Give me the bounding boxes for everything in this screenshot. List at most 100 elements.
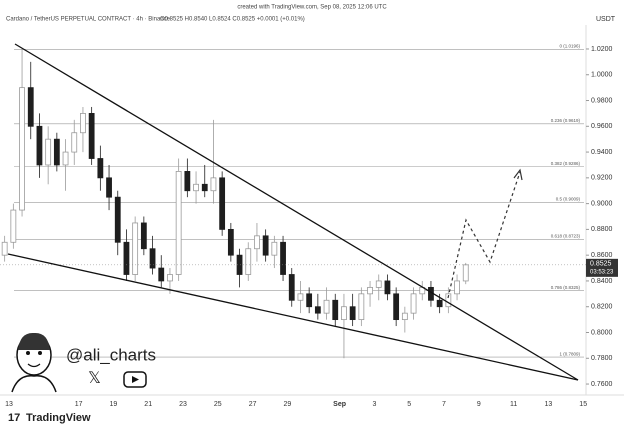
candle-body: [71, 132, 78, 153]
candle-body: [62, 151, 69, 166]
x-tick-label: 5: [407, 401, 411, 408]
candle-body: [149, 248, 156, 269]
x-tick-label: 15: [579, 401, 587, 408]
x-tick-label: 9: [477, 401, 481, 408]
candle-body: [19, 87, 25, 211]
author: @ali_charts: [66, 345, 156, 364]
trendline-upper: [14, 43, 579, 381]
y-tick-label: 0.9600: [591, 123, 613, 130]
x-tick-label: 13: [5, 401, 13, 408]
last-price-label: 0.8525: [590, 261, 612, 268]
candle-body: [219, 177, 226, 230]
ohlc-legend: O0.8525 H0.8540 L0.8524 C0.8525 +0.0001 …: [160, 17, 305, 23]
candle-body: [297, 293, 304, 301]
x-tick-label: 23: [179, 401, 187, 408]
candle-body: [193, 183, 199, 192]
candle-body: [462, 264, 469, 282]
candle-body: [210, 177, 217, 192]
brand: TradingView: [26, 412, 91, 424]
candle-body: [201, 183, 208, 192]
x-tick-label: 3: [372, 401, 376, 408]
candle-body: [88, 113, 95, 159]
y-tick-label: 0.9400: [591, 149, 613, 156]
candle-body: [271, 241, 278, 256]
candle-body: [158, 267, 165, 282]
candle-body: [132, 222, 139, 275]
y-tick-label: 0.7800: [591, 355, 613, 362]
candle-body: [436, 299, 443, 308]
x-tick-label: 21: [144, 401, 152, 408]
avatar: [11, 332, 57, 393]
fib-label: 1 (0.7809): [559, 351, 580, 356]
symbol: Cardano / TetherUS PERPETUAL CONTRACT · …: [6, 17, 171, 23]
y-tick-label: 0.8400: [591, 278, 613, 285]
candle-body: [393, 293, 400, 321]
currency: USDT: [596, 16, 616, 23]
candle-body: [306, 293, 313, 308]
candle-body: [358, 293, 365, 321]
candle-body: [184, 171, 191, 192]
candle-body: [80, 113, 86, 134]
candle-body: [227, 228, 234, 256]
candle-body: [1, 241, 8, 256]
candle-body: [280, 241, 286, 275]
candle-body: [167, 274, 173, 282]
x-tick-label: Sep: [333, 401, 346, 408]
candle-body: [323, 299, 330, 314]
candle-body: [314, 306, 321, 314]
candle-body: [114, 196, 121, 243]
x-tick-label: 27: [249, 401, 257, 408]
y-tick-label: 0.8800: [591, 226, 613, 233]
candle-body: [384, 280, 391, 295]
y-tick-label: 0.7600: [591, 381, 613, 388]
y-tick-label: 1.0200: [591, 46, 613, 53]
candle-body: [245, 248, 252, 275]
youtube-play: [132, 376, 139, 383]
last-price-tag: [586, 258, 618, 277]
trendline-lower: [7, 253, 579, 381]
y-tick-label: 0.8600: [591, 252, 613, 259]
fib-label: 0.236 (0.9619): [551, 118, 581, 123]
candle-body: [375, 280, 382, 288]
x-tick-label: 25: [214, 401, 222, 408]
candle-body: [288, 274, 295, 301]
candle-body: [262, 235, 269, 256]
candle-body: [367, 286, 373, 295]
candle-body: [106, 177, 112, 198]
candle-body: [254, 235, 260, 250]
candle-body: [410, 293, 417, 314]
plot: 0.7600 0.7800 0.8000 0.8200 0.8400 0.8600 0.88…: [0, 44, 618, 408]
youtube-icon: [123, 371, 147, 388]
candle-body: [341, 306, 347, 321]
watermark: created with TradingView.com, Sep 08, 20…: [237, 5, 387, 11]
candle-body: [349, 306, 356, 321]
y-tick-label: 0.9200: [591, 175, 613, 182]
fib-label: 0.618 (0.8723): [551, 234, 581, 239]
y-tick-label: 0.9000: [591, 200, 613, 207]
fib-label: 0.5 (0.9009): [556, 197, 581, 202]
candle-body: [97, 158, 104, 179]
candle-body: [27, 87, 34, 127]
candle-body: [140, 222, 147, 250]
candle-body: [454, 280, 460, 295]
projection-arrow: [513, 168, 523, 181]
logo-mark: 17: [8, 412, 20, 424]
x-tick-label: 13: [545, 401, 553, 408]
x-tick-label: 17: [75, 401, 83, 408]
fib-label: 0.382 (0.9286): [551, 161, 581, 166]
candle-body: [175, 171, 182, 275]
candle-body: [10, 209, 17, 243]
candle-body: [332, 299, 339, 321]
candle-body: [45, 138, 52, 166]
x-icon: 𝕏: [88, 370, 101, 387]
x-tick-label: 11: [510, 401, 517, 408]
candle-body: [401, 312, 408, 321]
y-tick-label: 0.8000: [591, 329, 613, 336]
y-tick-label: 0.8200: [591, 304, 613, 311]
candle-body: [36, 125, 43, 166]
y-tick-label: 0.9800: [591, 97, 613, 104]
fib-label: 0 (1.0196): [559, 44, 580, 49]
fib-label: 0.786 (0.8325): [551, 285, 581, 290]
